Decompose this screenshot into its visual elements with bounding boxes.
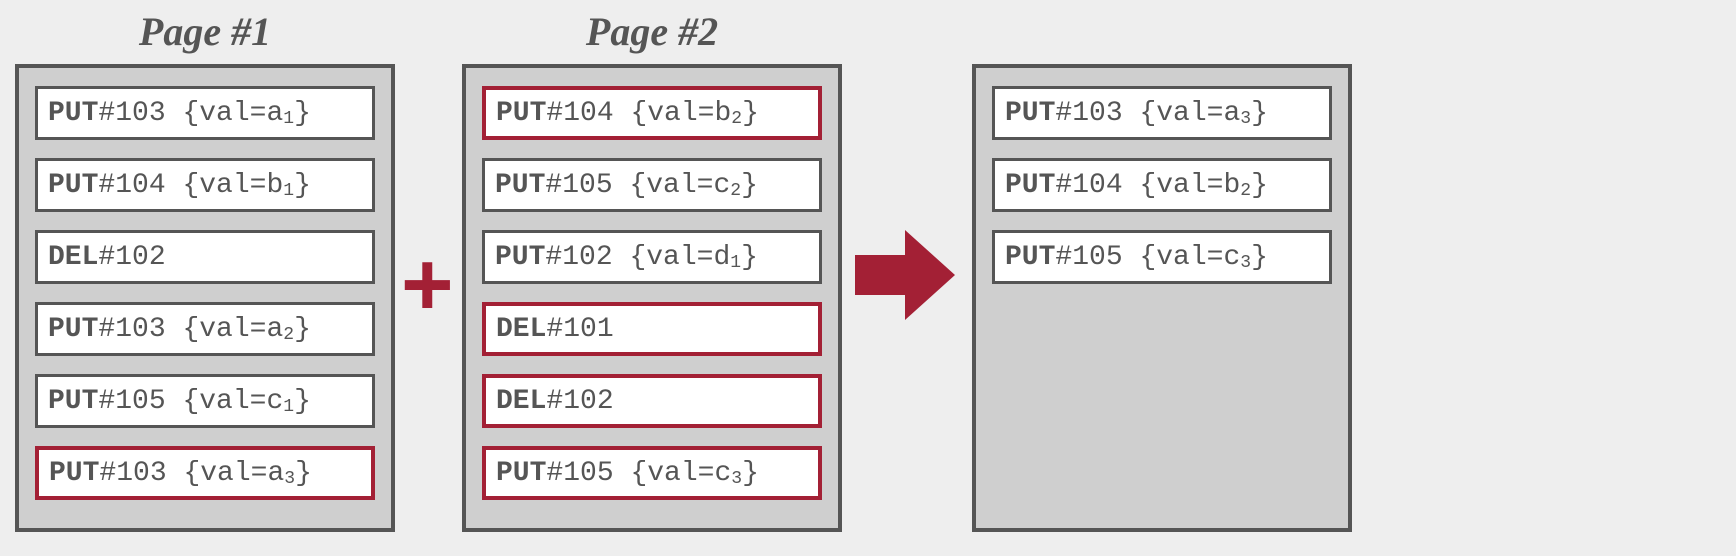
- entry-op: PUT: [1005, 170, 1055, 201]
- entry-val-var: c: [714, 458, 731, 489]
- page1-entry: PUT #103 {val=a1}: [35, 86, 375, 140]
- result-box: PUT #103 {val=a3}PUT #104 {val=b2}PUT #1…: [972, 64, 1352, 532]
- entry-val-var: b: [266, 170, 283, 201]
- entry-id: #105: [98, 386, 165, 417]
- page2-entry: DEL #101: [482, 302, 822, 356]
- entry-op: DEL: [496, 314, 546, 345]
- entry-op: PUT: [48, 170, 98, 201]
- entry-op: PUT: [1005, 98, 1055, 129]
- entry-op: PUT: [48, 314, 98, 345]
- result-entry: PUT #104 {val=b2}: [992, 158, 1332, 212]
- page1-entry: PUT #105 {val=c1}: [35, 374, 375, 428]
- entry-op: PUT: [495, 170, 545, 201]
- page1-entry: PUT #103 {val=a2}: [35, 302, 375, 356]
- entry-id: #101: [546, 314, 613, 345]
- page1-entry: DEL #102: [35, 230, 375, 284]
- entry-val-sub: 3: [731, 469, 742, 489]
- entry-val-var: c: [713, 170, 730, 201]
- entry-id: #103: [98, 98, 165, 129]
- entry-val-var: c: [1223, 242, 1240, 273]
- entry-id: #102: [546, 386, 613, 417]
- result-entry: PUT #103 {val=a3}: [992, 86, 1332, 140]
- page1-box: PUT #103 {val=a1} PUT #104 {val=b1} DEL #1…: [15, 64, 395, 532]
- page1-entry: PUT #104 {val=b1}: [35, 158, 375, 212]
- page1-title: Page #1: [15, 8, 395, 55]
- page2-box: PUT #104 {val=b2}PUT #105 {val=c2}PUT #1…: [462, 64, 842, 532]
- entry-val-sub: 1: [283, 181, 294, 201]
- entry-op: PUT: [49, 458, 99, 489]
- page2-entry: PUT #105 {val=c2}: [482, 158, 822, 212]
- entry-val-sub: 1: [730, 253, 741, 273]
- entry-op: PUT: [48, 386, 98, 417]
- entry-op: PUT: [495, 242, 545, 273]
- entry-op: PUT: [48, 98, 98, 129]
- entry-op: PUT: [496, 98, 546, 129]
- page1-entry: PUT #103 {val=a3}: [35, 446, 375, 500]
- entry-id: #103: [98, 314, 165, 345]
- entry-op: DEL: [48, 242, 98, 273]
- result-entry: PUT #105 {val=c3}: [992, 230, 1332, 284]
- entry-op: PUT: [496, 458, 546, 489]
- entry-op: DEL: [496, 386, 546, 417]
- entry-val-var: b: [1223, 170, 1240, 201]
- page2-title: Page #2: [462, 8, 842, 55]
- entry-val-sub: 2: [730, 181, 741, 201]
- entry-id: #103: [99, 458, 166, 489]
- entry-val-sub: 3: [284, 469, 295, 489]
- entry-id: #102: [545, 242, 612, 273]
- entry-id: #104: [1055, 170, 1122, 201]
- entry-op: PUT: [1005, 242, 1055, 273]
- entry-val-sub: 2: [283, 325, 294, 345]
- entry-id: #103: [1055, 98, 1122, 129]
- page2-entry: PUT #105 {val=c3}: [482, 446, 822, 500]
- page2-entry: DEL #102: [482, 374, 822, 428]
- entry-val-var: b: [714, 98, 731, 129]
- entry-val-sub: 1: [283, 397, 294, 417]
- entry-val-var: a: [1223, 98, 1240, 129]
- entry-val-var: a: [266, 98, 283, 129]
- entry-id: #102: [98, 242, 165, 273]
- page2-entry: PUT #102 {val=d1}: [482, 230, 822, 284]
- arrow-icon: [855, 230, 955, 320]
- entry-id: #105: [545, 170, 612, 201]
- entry-id: #104: [546, 98, 613, 129]
- entry-id: #105: [1055, 242, 1122, 273]
- entry-val-var: a: [267, 458, 284, 489]
- plus-icon: +: [401, 240, 454, 330]
- entry-id: #105: [546, 458, 613, 489]
- entry-id: #104: [98, 170, 165, 201]
- entry-val-sub: 2: [731, 109, 742, 129]
- entry-val-var: d: [713, 242, 730, 273]
- entry-val-sub: 1: [283, 109, 294, 129]
- diagram-canvas: Page #1 PUT #103 {val=a1} PUT #104 {val=b…: [0, 0, 1736, 556]
- page2-entry: PUT #104 {val=b2}: [482, 86, 822, 140]
- entry-val-sub: 3: [1240, 109, 1251, 129]
- entry-val-sub: 3: [1240, 253, 1251, 273]
- entry-val-var: c: [266, 386, 283, 417]
- entry-val-var: a: [266, 314, 283, 345]
- entry-val-sub: 2: [1240, 181, 1251, 201]
